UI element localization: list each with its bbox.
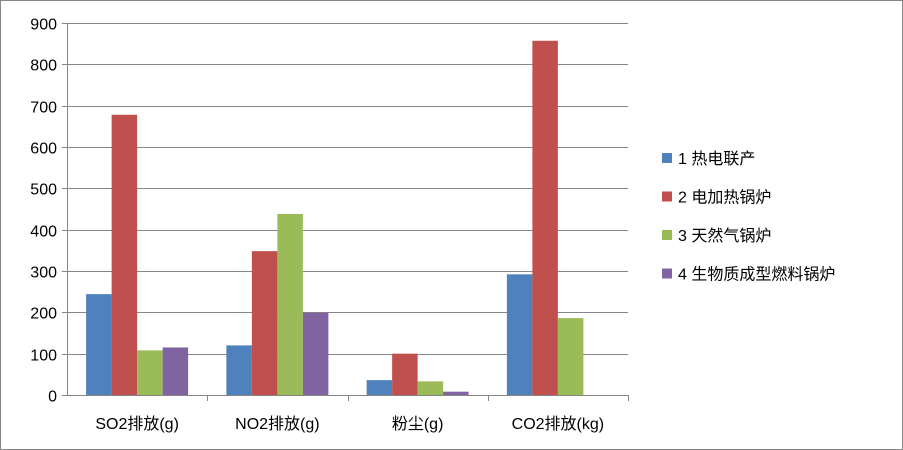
y-tick-label: 0 bbox=[48, 389, 57, 406]
bar bbox=[86, 294, 112, 395]
bar bbox=[366, 380, 393, 395]
bar bbox=[111, 114, 138, 395]
legend: 1 热电联产 2 电加热锅炉 3 天然气锅炉 4 生物质成型燃料锅炉 bbox=[662, 150, 835, 284]
legend-swatch bbox=[662, 230, 672, 240]
category-label: SO2排放(g) bbox=[95, 415, 179, 433]
y-tick-label: 500 bbox=[30, 182, 57, 199]
category-label: 粉尘(g) bbox=[392, 415, 444, 433]
axes bbox=[62, 23, 629, 401]
y-tick-label: 800 bbox=[30, 58, 57, 75]
legend-label: 1 热电联产 bbox=[678, 150, 755, 168]
legend-swatch bbox=[662, 268, 672, 279]
bar bbox=[443, 391, 469, 395]
y-tick-label: 400 bbox=[30, 224, 57, 241]
y-tick-label: 600 bbox=[30, 141, 57, 158]
bar bbox=[302, 312, 329, 395]
legend-label: 3 天然气锅炉 bbox=[678, 227, 771, 245]
bar bbox=[532, 40, 558, 395]
y-tick-label: 100 bbox=[30, 348, 57, 365]
bar bbox=[251, 251, 278, 395]
bar bbox=[417, 381, 444, 395]
legend-swatch bbox=[662, 153, 672, 163]
bars bbox=[86, 40, 584, 395]
bar bbox=[277, 213, 303, 395]
category-labels: SO2排放(g) NO2排放(g) 粉尘(g) CO2排放(kg) bbox=[95, 415, 604, 433]
category-label: NO2排放(g) bbox=[235, 415, 319, 433]
y-tick-label: 300 bbox=[30, 265, 57, 282]
y-tick-label: 700 bbox=[30, 100, 57, 117]
bar bbox=[226, 345, 252, 395]
y-tick-labels: 0 100 200 300 400 500 600 700 800 900 bbox=[30, 17, 57, 406]
y-tick-label: 200 bbox=[30, 306, 57, 323]
legend-swatch bbox=[662, 191, 672, 202]
bar bbox=[557, 318, 584, 395]
legend-label: 2 电加热锅炉 bbox=[678, 189, 771, 207]
category-label: CO2排放(kg) bbox=[512, 415, 604, 433]
bar bbox=[137, 350, 163, 395]
bar bbox=[392, 353, 418, 395]
y-tick-label: 900 bbox=[30, 17, 57, 34]
legend-label: 4 生物质成型燃料锅炉 bbox=[678, 266, 835, 284]
bar bbox=[506, 274, 533, 395]
bar bbox=[162, 347, 189, 395]
